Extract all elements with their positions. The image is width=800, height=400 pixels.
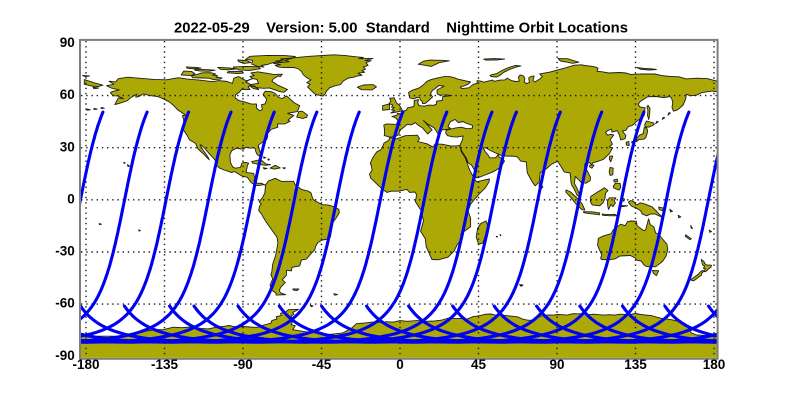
svg-text:90: 90 (549, 357, 564, 372)
svg-text:-135: -135 (151, 357, 179, 372)
svg-text:-60: -60 (55, 296, 75, 311)
svg-text:0: 0 (396, 357, 404, 372)
svg-text:-90: -90 (233, 357, 253, 372)
svg-text:-180: -180 (72, 357, 99, 372)
svg-text:0: 0 (67, 191, 75, 206)
svg-text:-90: -90 (55, 348, 75, 363)
svg-text:90: 90 (60, 35, 75, 50)
svg-text:30: 30 (60, 139, 75, 154)
svg-text:-45: -45 (312, 357, 332, 372)
svg-text:180: 180 (703, 357, 726, 372)
svg-text:-30: -30 (55, 244, 75, 259)
svg-text:60: 60 (60, 87, 75, 102)
svg-text:45: 45 (471, 357, 487, 372)
svg-text:135: 135 (624, 357, 647, 372)
svg-text:2022-05-29 Version: 5.00 S: 2022-05-29 Version: 5.00 Standard Nightt… (174, 20, 628, 36)
